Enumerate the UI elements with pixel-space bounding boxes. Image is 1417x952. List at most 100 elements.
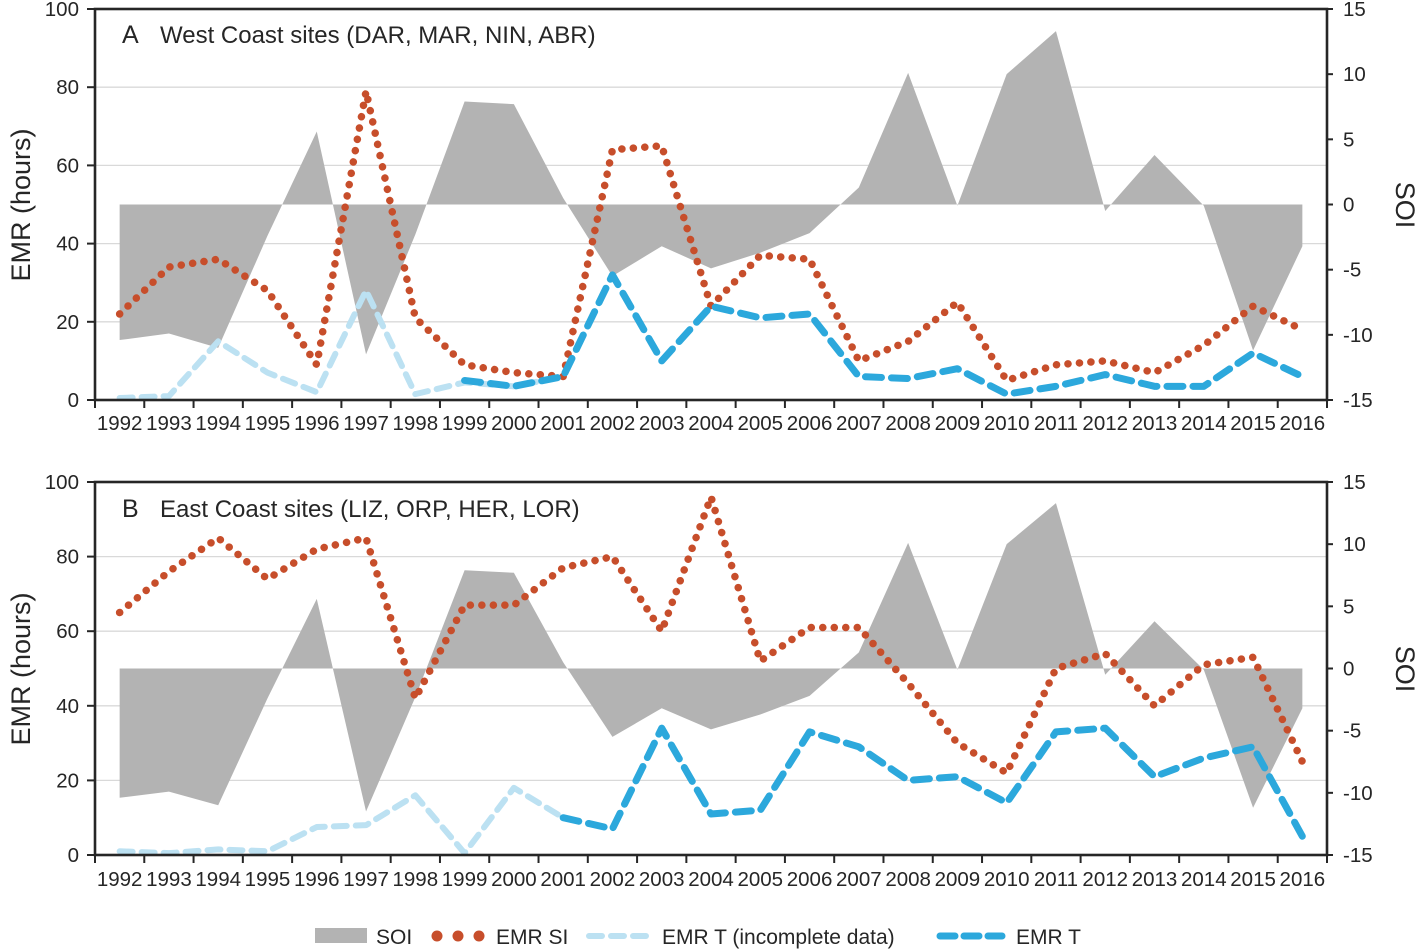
legend-emr-si-dot bbox=[473, 930, 485, 942]
x-tick-label: 1996 bbox=[294, 412, 340, 435]
y-tick-label-right: 0 bbox=[1343, 658, 1354, 681]
y-tick-label-right: 15 bbox=[1343, 471, 1366, 494]
x-tick-label: 2014 bbox=[1181, 868, 1227, 891]
x-tick-label: 2016 bbox=[1280, 412, 1326, 435]
x-tick-label: 2015 bbox=[1230, 868, 1276, 891]
x-tick-label: 1996 bbox=[294, 868, 340, 891]
x-tick-label: 2004 bbox=[688, 868, 734, 891]
x-tick-label: 1993 bbox=[146, 868, 192, 891]
y-tick-label-left: 0 bbox=[68, 389, 79, 412]
x-tick-label: 2014 bbox=[1181, 412, 1227, 435]
legend-emr-t-label: EMR T bbox=[1016, 926, 1081, 949]
emr-si-series bbox=[115, 493, 1307, 777]
emr-t-series bbox=[461, 271, 1306, 398]
emr-si-series bbox=[115, 87, 1307, 385]
x-tick-label: 2016 bbox=[1280, 868, 1326, 891]
x-tick-label: 2006 bbox=[787, 412, 833, 435]
y-tick-label-right: 0 bbox=[1343, 194, 1354, 217]
y-tick-label-left: 20 bbox=[56, 311, 79, 334]
x-tick-label: 1992 bbox=[97, 412, 143, 435]
x-tick-label: 1995 bbox=[245, 868, 291, 891]
x-tick-label: 2007 bbox=[836, 868, 882, 891]
x-tick-label: 1997 bbox=[343, 412, 389, 435]
x-tick-label: 2007 bbox=[836, 412, 882, 435]
x-tick-label: 1998 bbox=[393, 868, 439, 891]
y-tick-label-left: 60 bbox=[56, 620, 79, 643]
y-tick-label-left: 100 bbox=[45, 471, 79, 494]
x-tick-label: 2001 bbox=[540, 412, 586, 435]
y-tick-label-right: -5 bbox=[1343, 720, 1361, 743]
x-tick-label: 2000 bbox=[491, 412, 537, 435]
x-tick-label: 2006 bbox=[787, 868, 833, 891]
x-tick-label: 2008 bbox=[885, 868, 931, 891]
y-tick-label-right: 5 bbox=[1343, 128, 1354, 151]
x-tick-label: 2012 bbox=[1082, 868, 1128, 891]
y-tick-label-left: 60 bbox=[56, 154, 79, 177]
x-tick-label: 2011 bbox=[1034, 868, 1078, 891]
legend-emr-si-dot bbox=[431, 930, 443, 942]
y-tick-label-right: 15 bbox=[1343, 0, 1366, 21]
x-tick-label: 2004 bbox=[688, 412, 734, 435]
panel-a-title: West Coast sites (DAR, MAR, NIN, ABR) bbox=[160, 22, 596, 49]
x-tick-label: 2005 bbox=[737, 868, 783, 891]
legend-emr-si-label: EMR SI bbox=[496, 926, 568, 949]
x-tick-label: 2013 bbox=[1132, 412, 1178, 435]
x-tick-label: 1997 bbox=[343, 868, 389, 891]
x-tick-label: 1992 bbox=[97, 868, 143, 891]
y-tick-label-right: -15 bbox=[1343, 389, 1373, 412]
y-tick-label-right: 5 bbox=[1343, 595, 1354, 618]
panel-a: 1992 1993 1994 1995 1996 1997 1998 1999 2000 2001… bbox=[45, 0, 1373, 435]
y-tick-label-right: 10 bbox=[1343, 63, 1366, 86]
x-tick-label: 2010 bbox=[984, 412, 1030, 435]
x-tick-label: 1993 bbox=[146, 412, 192, 435]
x-tick-label: 2013 bbox=[1132, 868, 1178, 891]
y-axis-title-left-b: EMR (hours) bbox=[6, 592, 36, 745]
x-tick-label: 1998 bbox=[393, 412, 439, 435]
x-tick-label: 1994 bbox=[195, 412, 241, 435]
x-tick-label: 2002 bbox=[590, 412, 636, 435]
panel-b-title: East Coast sites (LIZ, ORP, HER, LOR) bbox=[160, 496, 580, 523]
x-tick-label: 1994 bbox=[195, 868, 241, 891]
x-tick-label: 1995 bbox=[245, 412, 291, 435]
legend-soi-label: SOI bbox=[376, 926, 412, 949]
y-tick-label-right: 10 bbox=[1343, 533, 1366, 556]
y-tick-label-left: 0 bbox=[68, 844, 79, 867]
x-tick-label: 2011 bbox=[1034, 412, 1078, 435]
x-tick-label: 2009 bbox=[935, 868, 981, 891]
legend-emr-t-incomplete-label: EMR T (incomplete data) bbox=[662, 926, 895, 949]
panel-a-letter: A bbox=[122, 21, 139, 49]
panel-b: 1992 1993 1994 1995 1996 1997 1998 1999 2000 2001… bbox=[45, 471, 1373, 891]
soi-area-series bbox=[119, 503, 1303, 812]
emr-t-series bbox=[559, 724, 1306, 840]
y-tick-label-right: -5 bbox=[1343, 259, 1361, 282]
y-tick-label-left: 80 bbox=[56, 76, 79, 99]
emr-t-incomplete-series bbox=[116, 784, 567, 857]
y-tick-label-right: -15 bbox=[1343, 844, 1373, 867]
y-tick-label-right: -10 bbox=[1343, 782, 1373, 805]
x-tick-label: 1999 bbox=[442, 868, 488, 891]
y-tick-label-left: 100 bbox=[45, 0, 79, 21]
y-tick-label-left: 80 bbox=[56, 546, 79, 569]
x-tick-label: 2003 bbox=[639, 412, 685, 435]
legend-soi-swatch bbox=[315, 928, 367, 943]
y-axis-title-left-a: EMR (hours) bbox=[6, 128, 36, 281]
x-tick-label: 2009 bbox=[935, 412, 981, 435]
x-tick-label: 2015 bbox=[1230, 412, 1276, 435]
y-axis-title-right-a: SOI bbox=[1390, 182, 1417, 229]
y-axis-title-right-b: SOI bbox=[1390, 646, 1417, 693]
x-tick-label: 2002 bbox=[590, 868, 636, 891]
x-tick-label: 2001 bbox=[540, 868, 586, 891]
legend-emr-si-dot bbox=[452, 930, 464, 942]
y-tick-label-left: 40 bbox=[56, 695, 79, 718]
x-tick-label: 2003 bbox=[639, 868, 685, 891]
y-tick-label-left: 40 bbox=[56, 233, 79, 256]
chart-panels: 1992 1993 1994 1995 1996 1997 1998 1999 2000 2001… bbox=[45, 0, 1373, 891]
panel-b-letter: B bbox=[122, 495, 139, 523]
x-tick-label: 2000 bbox=[491, 868, 537, 891]
y-tick-label-right: -10 bbox=[1343, 324, 1373, 347]
soi-area-series bbox=[119, 31, 1303, 355]
x-tick-label: 2005 bbox=[737, 412, 783, 435]
x-tick-label: 2010 bbox=[984, 868, 1030, 891]
